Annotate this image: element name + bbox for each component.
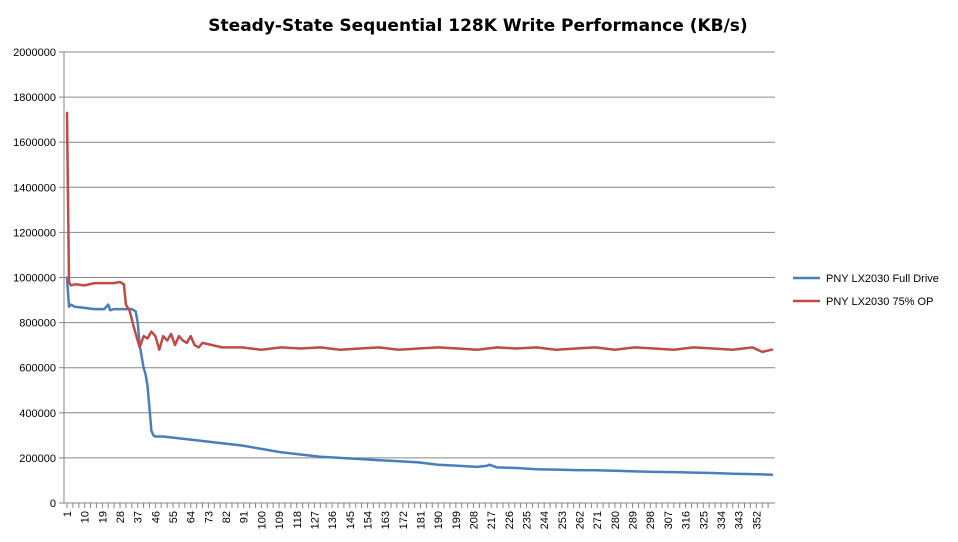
- x-tick-label: 226: [504, 511, 516, 529]
- x-tick-label: 19: [97, 511, 109, 523]
- x-tick-label: 271: [592, 511, 604, 529]
- x-tick-label: 235: [522, 511, 534, 529]
- x-tick-label: 37: [133, 511, 145, 523]
- x-tick-label: 289: [628, 511, 640, 529]
- x-tick-label: 262: [575, 511, 587, 529]
- x-tick-label: 352: [751, 511, 763, 529]
- y-tick-label: 1600000: [13, 137, 56, 149]
- y-tick-label: 1200000: [13, 227, 56, 239]
- x-tick-label: 217: [486, 511, 498, 529]
- series-line-2: [65, 111, 774, 354]
- x-tick-label: 343: [734, 511, 746, 529]
- y-tick-label: 0: [50, 498, 56, 510]
- x-tick-label: 298: [645, 511, 657, 529]
- series-lines: [65, 111, 774, 477]
- x-tick-label: 253: [557, 511, 569, 529]
- x-tick-label: 316: [681, 511, 693, 529]
- x-tick-label: 64: [186, 511, 198, 523]
- x-tick-label: 127: [309, 511, 321, 529]
- x-tick-label: 280: [610, 511, 622, 529]
- x-tick-label: 73: [203, 511, 215, 523]
- x-tick-label: 172: [398, 511, 410, 529]
- x-tick-label: 334: [716, 511, 728, 529]
- x-tick-label: 136: [327, 511, 339, 529]
- y-tick-label: 400000: [19, 408, 56, 420]
- x-tick-label: 244: [539, 511, 551, 529]
- x-tick-label: 325: [698, 511, 710, 529]
- x-axis-ticks: 1 10 19 28 37 46 55 64 73 82 91 100 109 118 127 136 145 1…: [62, 503, 769, 529]
- x-tick-label: 55: [168, 511, 180, 523]
- chart-title: Steady-State Sequential 128K Write Perfo…: [208, 16, 747, 36]
- x-tick-label: 181: [415, 511, 427, 529]
- grid-lines: [64, 51, 775, 459]
- legend-label-2: PNY LX2030 75% OP: [826, 296, 933, 308]
- x-tick-label: 46: [150, 511, 162, 523]
- x-tick-label: 28: [115, 511, 127, 523]
- y-tick-label: 1800000: [13, 92, 56, 104]
- x-tick-label: 163: [380, 511, 392, 529]
- x-tick-label: 109: [274, 511, 286, 529]
- x-tick-label: 199: [451, 511, 463, 529]
- x-tick-label: 1: [62, 511, 74, 517]
- legend-label-1: PNY LX2030 Full Drive: [826, 273, 939, 285]
- y-axis-ticks: 0 200000 400000 600000 800000 1000000 1200000 1…: [13, 47, 64, 510]
- x-tick-label: 307: [663, 511, 675, 529]
- x-tick-label: 145: [345, 511, 357, 529]
- x-tick-label: 190: [433, 511, 445, 529]
- legend: PNY LX2030 Full Drive PNY LX2030 75% OP: [793, 273, 939, 308]
- x-tick-label: 154: [362, 511, 374, 529]
- x-tick-label: 118: [292, 511, 304, 529]
- x-tick-label: 100: [256, 511, 268, 529]
- x-tick-label: 91: [239, 511, 251, 523]
- y-tick-label: 1400000: [13, 182, 56, 194]
- y-tick-label: 800000: [19, 318, 56, 330]
- y-tick-label: 2000000: [13, 47, 56, 59]
- x-tick-label: 82: [221, 511, 233, 523]
- y-tick-label: 200000: [19, 453, 56, 465]
- x-tick-label: 208: [469, 511, 481, 529]
- x-tick-label: 10: [80, 511, 92, 523]
- series-line-1: [65, 276, 774, 477]
- y-tick-label: 1000000: [13, 273, 56, 285]
- y-tick-label: 600000: [19, 363, 56, 375]
